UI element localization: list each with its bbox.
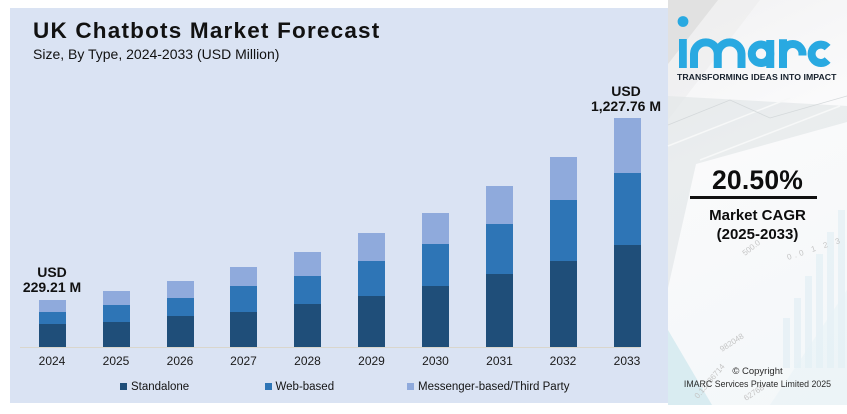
svg-text:982048: 982048 — [718, 331, 746, 353]
